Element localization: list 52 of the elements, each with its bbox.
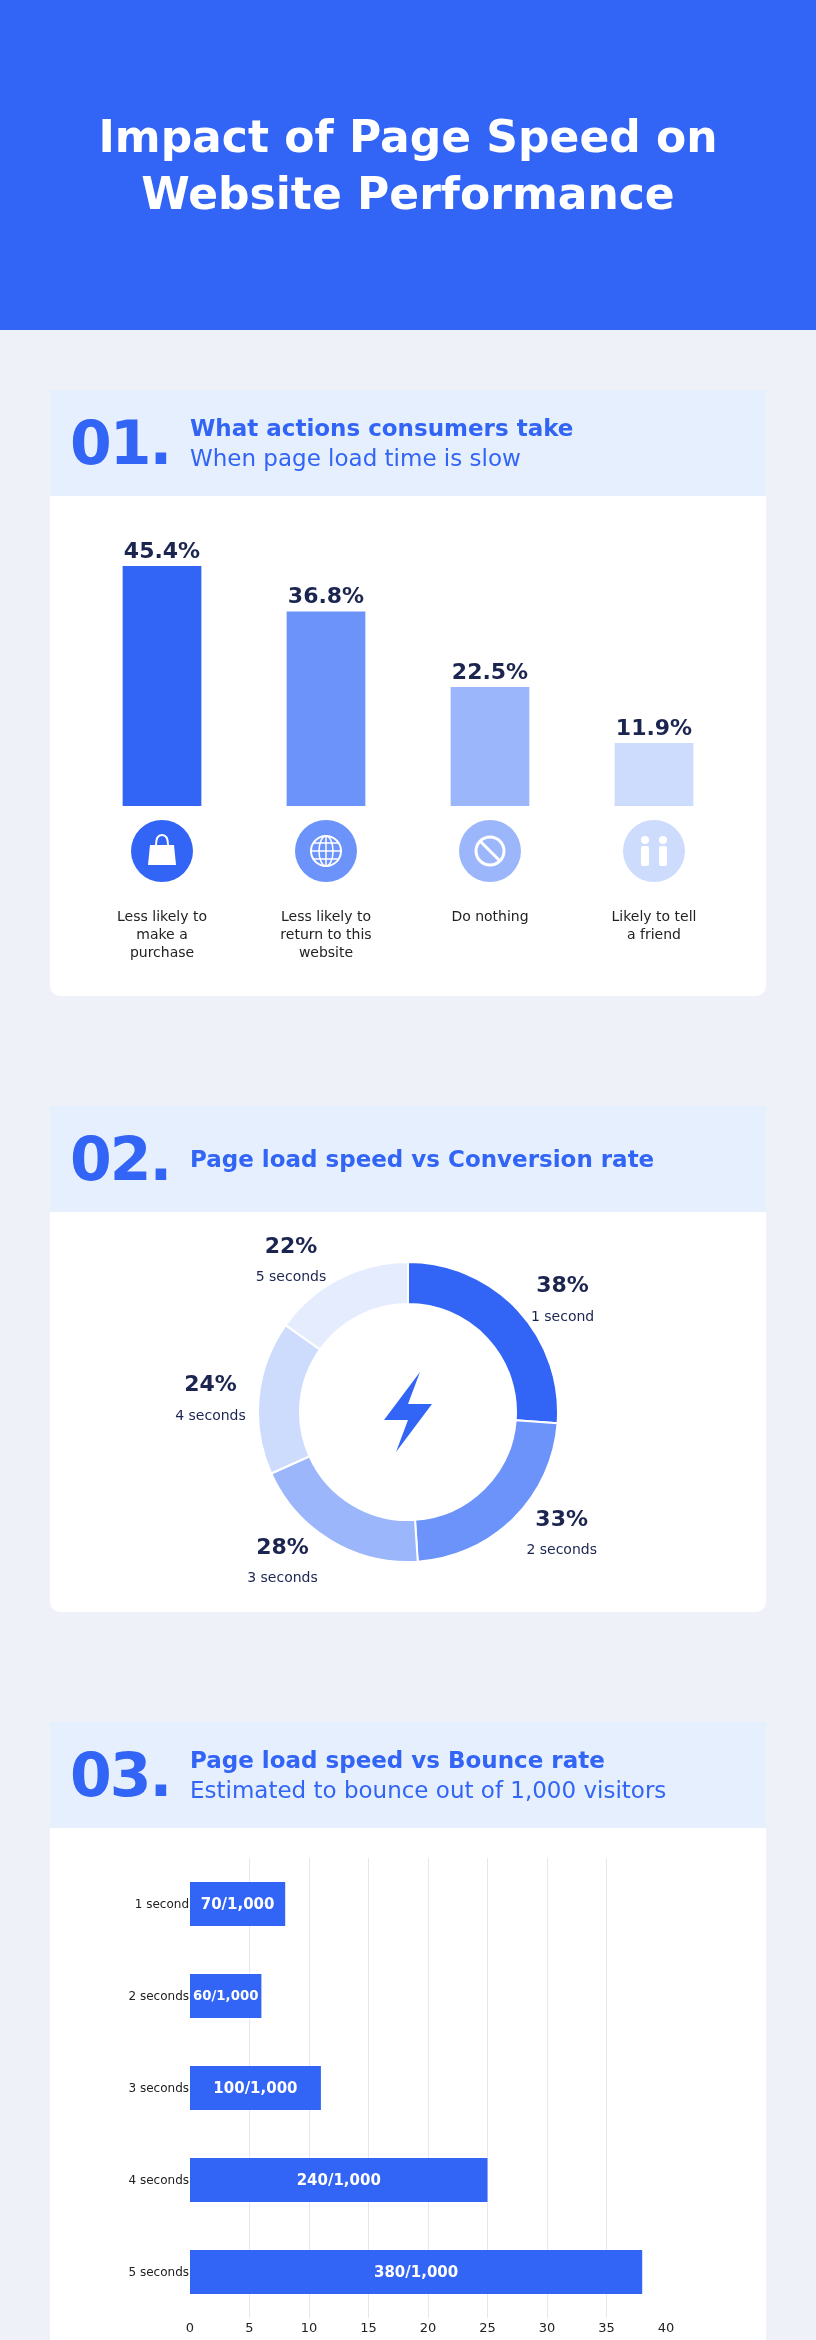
data-label: 36.8% [287,583,365,609]
y-tick-label: 1 second [134,1897,189,1912]
text: 01. [70,408,172,478]
y-tick-label: 4 seconds [128,2173,189,2188]
y-tick-label: 2 seconds [128,1989,189,2004]
y-tick-label: 3 seconds [128,2081,189,2096]
data-label: 60/1,000 [193,1988,259,2004]
x-tick-label: Likely to tell a friend [611,908,697,943]
text: Impact of Page Speed on Website Performance [98,109,718,221]
x-tick-label: 15 [360,2320,377,2335]
x-tick-label: Less likely to return to this website [280,908,372,961]
text: 02. [70,1124,172,1194]
data-label: 33% [535,1505,589,1531]
x-tick-label: 10 [300,2320,318,2335]
bar [286,611,366,806]
data-label: 24% [184,1371,237,1397]
x-tick-label: 35 [598,2320,615,2335]
bar [190,2249,643,2295]
x-tick-label: 30 [538,2320,556,2335]
chart-title: Page load speed vs Bounce rate [190,1747,606,1773]
x-tick-label: 25 [479,2320,496,2335]
data-label: 38% [536,1272,589,1298]
data-label: 28% [256,1533,309,1559]
bar [450,687,530,806]
bar [190,2157,488,2203]
data-label: 240/1,000 [296,2171,381,2189]
x-tick-label: 40 [657,2320,675,2335]
slice-label: 5 seconds [255,1268,327,1285]
slice-label: 4 seconds [175,1406,246,1423]
x-tick-label: Less likely to make a purchase [117,908,207,961]
x-tick-label: 0 [185,2320,195,2335]
data-label: 22.5% [451,659,529,685]
data-label: 22% [264,1232,318,1258]
y-tick-label: 5 seconds [128,2265,189,2280]
slice-label: 3 seconds [247,1569,318,1586]
chart-subtitle: When page load time is slow [190,445,522,471]
text: 03. [70,1740,172,1810]
data-label: 100/1,000 [213,2079,298,2097]
chart-title: Page load speed vs Conversion rate [190,1146,655,1172]
data-label: 70/1,000 [200,1895,275,1913]
x-tick-label: 5 [245,2320,254,2335]
x-tick-label: 20 [419,2320,437,2335]
data-label: 45.4% [123,538,201,563]
slice-label: 1 second [530,1307,595,1324]
bar [122,566,202,806]
data-label: 380/1,000 [373,2263,459,2281]
bar [614,743,694,806]
chart-title: What actions consumers take [190,415,574,441]
x-tick-label: Do nothing [451,908,529,924]
slice-label: 2 seconds [526,1541,597,1558]
chart-subtitle: Estimated to bounce out of 1,000 visitors [190,1777,667,1803]
data-label: 11.9% [615,715,693,741]
